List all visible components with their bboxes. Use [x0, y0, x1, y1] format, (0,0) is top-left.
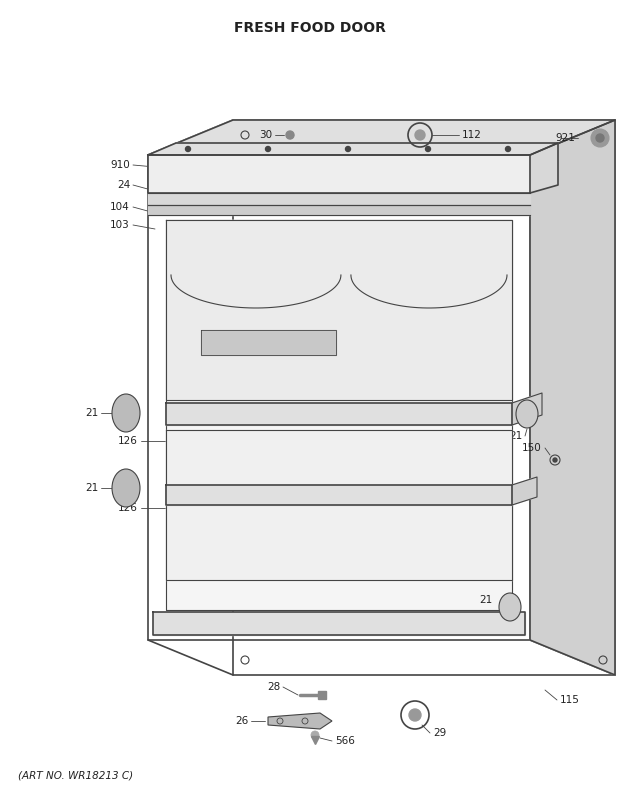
Ellipse shape: [516, 400, 538, 428]
Polygon shape: [268, 713, 332, 729]
Text: 112: 112: [462, 130, 482, 140]
Ellipse shape: [112, 394, 140, 432]
Text: 566: 566: [335, 736, 355, 746]
Text: 21: 21: [85, 483, 98, 493]
Circle shape: [591, 129, 609, 147]
Circle shape: [415, 130, 425, 140]
Circle shape: [553, 458, 557, 462]
Circle shape: [185, 146, 190, 151]
Text: 126: 126: [118, 436, 138, 446]
Polygon shape: [530, 143, 558, 193]
Polygon shape: [166, 220, 512, 400]
Polygon shape: [148, 120, 615, 155]
Polygon shape: [512, 477, 537, 505]
Circle shape: [425, 146, 430, 151]
Text: 29: 29: [433, 728, 446, 738]
Text: (ART NO. WR18213 C): (ART NO. WR18213 C): [18, 770, 133, 780]
Text: 30: 30: [259, 130, 272, 140]
Polygon shape: [153, 612, 525, 635]
Polygon shape: [201, 330, 336, 355]
Polygon shape: [166, 430, 512, 580]
Text: 21: 21: [509, 431, 522, 441]
Polygon shape: [148, 193, 530, 205]
Ellipse shape: [499, 593, 521, 621]
Text: 24: 24: [117, 180, 130, 190]
Circle shape: [409, 709, 421, 721]
Text: 21: 21: [479, 595, 492, 605]
Circle shape: [596, 134, 604, 142]
Circle shape: [505, 146, 510, 151]
Text: 28: 28: [267, 682, 280, 692]
Ellipse shape: [112, 469, 140, 507]
Text: 921: 921: [555, 133, 575, 143]
Text: 26: 26: [235, 716, 248, 726]
Text: 126: 126: [118, 503, 138, 513]
Text: FRESH FOOD DOOR: FRESH FOOD DOOR: [234, 21, 386, 35]
Polygon shape: [166, 403, 512, 425]
Circle shape: [311, 731, 319, 739]
Polygon shape: [166, 485, 512, 505]
Text: 21: 21: [85, 408, 98, 418]
Circle shape: [286, 131, 294, 139]
Circle shape: [345, 146, 350, 151]
Text: 910: 910: [110, 160, 130, 170]
Polygon shape: [148, 143, 558, 155]
Text: 103: 103: [110, 220, 130, 230]
Polygon shape: [166, 220, 512, 610]
Text: 115: 115: [560, 695, 580, 705]
Text: 118: 118: [176, 337, 196, 347]
Text: 150: 150: [522, 443, 542, 453]
Polygon shape: [530, 120, 615, 675]
Polygon shape: [512, 393, 542, 425]
Polygon shape: [148, 155, 530, 193]
Text: 104: 104: [110, 202, 130, 212]
Circle shape: [265, 146, 270, 151]
Polygon shape: [148, 205, 530, 215]
